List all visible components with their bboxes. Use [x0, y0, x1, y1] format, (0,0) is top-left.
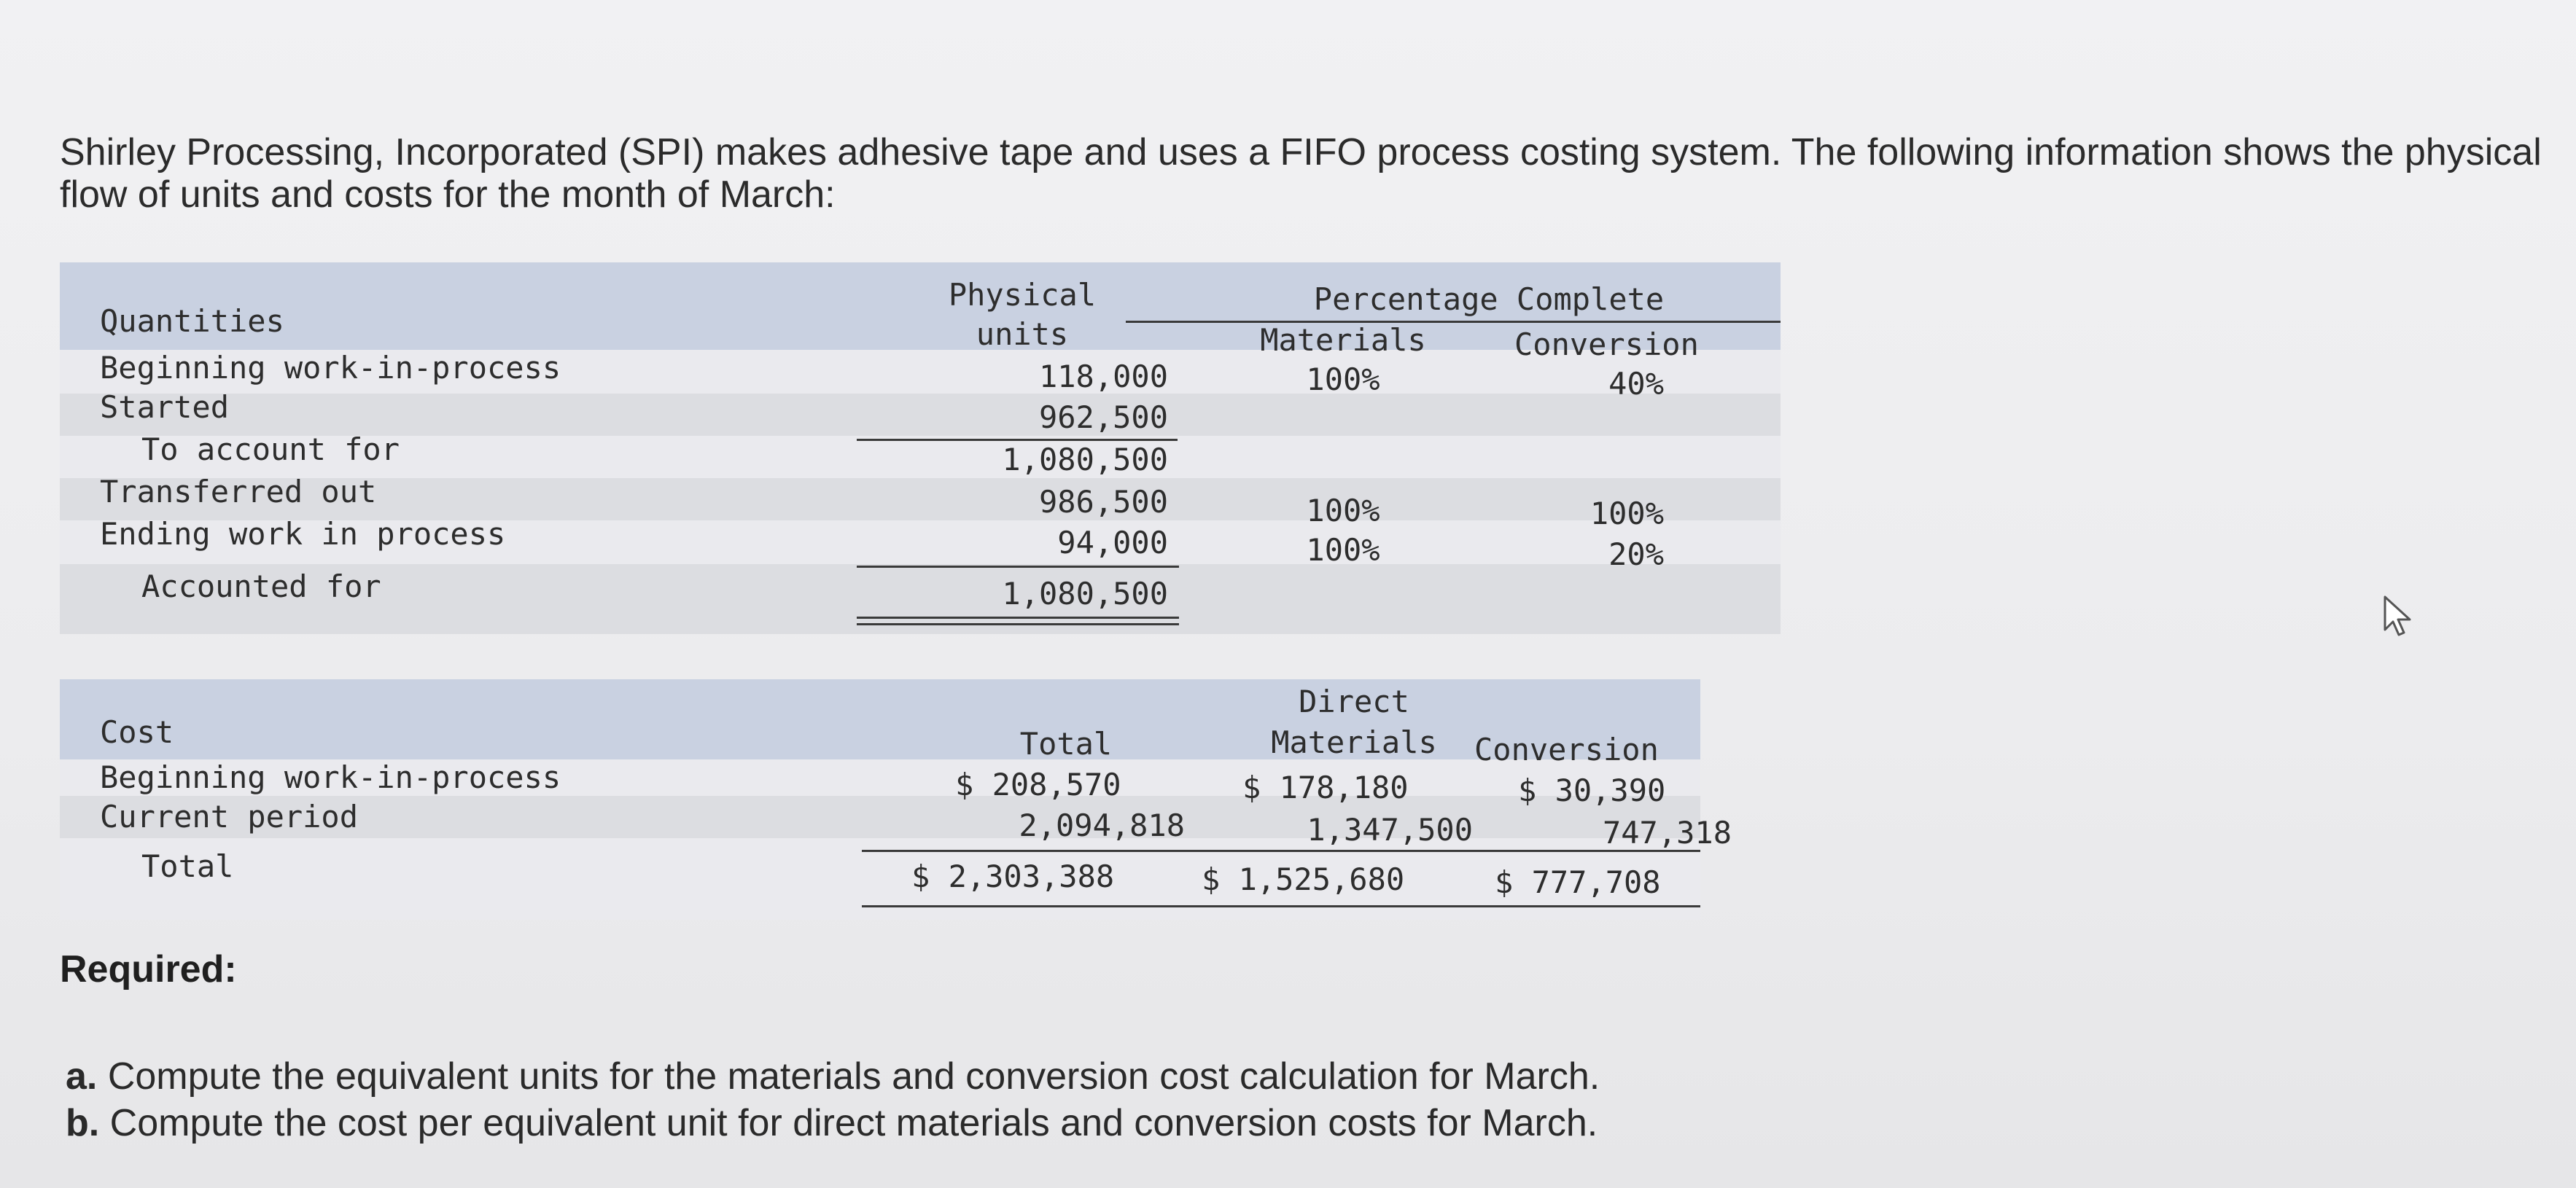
- percentage-complete-header: Percentage Complete: [1313, 281, 1665, 317]
- units-started: 962,500: [1038, 399, 1168, 435]
- row-label-to-account-for: To account for: [141, 431, 400, 467]
- required-item-b: b. Compute the cost per equivalent unit …: [66, 1100, 1600, 1146]
- conversion-pct-ending-wip: 20%: [1608, 536, 1664, 572]
- cost-total-total: $ 2,303,388: [911, 859, 1115, 894]
- conversion-pct-transferred-out: 100%: [1589, 496, 1664, 531]
- units-ending-wip: 94,000: [1057, 525, 1168, 560]
- cost-conversion-header: Conversion: [1474, 732, 1659, 767]
- direct-materials-header-line2: Materials: [1271, 724, 1437, 760]
- subtotal-rule-1: [857, 439, 1178, 441]
- subtotal-rule-2: [857, 566, 1179, 568]
- item-b-marker: b.: [66, 1102, 100, 1144]
- physical-units-header-line2: units: [976, 316, 1069, 352]
- total-double-rule-1: [857, 617, 1179, 625]
- cost-materials-beginning-wip: $ 178,180: [1242, 770, 1409, 805]
- units-beginning-wip: 118,000: [1038, 359, 1168, 394]
- problem-intro: Shirley Processing, Incorporated (SPI) m…: [60, 131, 2542, 216]
- cost-label-total: Total: [141, 848, 234, 884]
- materials-pct-transferred-out: 100%: [1306, 493, 1380, 528]
- units-to-account-for: 1,080,500: [1002, 442, 1168, 477]
- materials-pct-ending-wip: 100%: [1306, 532, 1380, 568]
- cost-header-band: [60, 679, 1700, 759]
- row-label-transferred-out: Transferred out: [100, 474, 377, 509]
- percentage-complete-underline: [1126, 321, 1781, 323]
- item-a-marker: a.: [66, 1055, 98, 1098]
- required-item-a: a. Compute the equivalent units for the …: [66, 1053, 1600, 1100]
- cost-heading: Cost: [100, 714, 174, 750]
- units-transferred-out: 986,500: [1038, 484, 1168, 520]
- materials-pct-beginning-wip: 100%: [1306, 362, 1380, 397]
- conversion-pct-beginning-wip: 40%: [1608, 366, 1664, 402]
- cost-label-current-period: Current period: [100, 799, 359, 835]
- required-items: a. Compute the equivalent units for the …: [66, 1053, 1600, 1146]
- row-label-started: Started: [100, 389, 230, 425]
- total-header: Total: [1019, 726, 1113, 762]
- cost-label-beginning-wip: Beginning work-in-process: [100, 759, 561, 795]
- mouse-cursor-icon: [2384, 595, 2411, 636]
- cost-total-beginning-wip: $ 208,570: [955, 767, 1121, 802]
- quantities-header-band: [60, 262, 1781, 350]
- row-label-ending-wip: Ending work in process: [100, 516, 506, 552]
- row-label-beginning-wip: Beginning work-in-process: [100, 350, 561, 386]
- direct-materials-header-line1: Direct: [1299, 684, 1409, 719]
- physical-units-header-line1: Physical: [948, 277, 1097, 313]
- cost-total-rule: [862, 905, 1700, 907]
- materials-header: Materials: [1260, 322, 1426, 358]
- row-label-accounted-for: Accounted for: [141, 568, 381, 604]
- cost-materials-total: $ 1,525,680: [1202, 861, 1405, 897]
- cost-subtotal-rule: [862, 850, 1700, 852]
- units-accounted-for: 1,080,500: [1002, 576, 1168, 611]
- cost-conversion-total: $ 777,708: [1495, 864, 1661, 900]
- cost-conversion-beginning-wip: $ 30,390: [1518, 773, 1666, 808]
- item-b-text: Compute the cost per equivalent unit for…: [109, 1102, 1598, 1144]
- quantities-table: Quantities Physical units Percentage Com…: [60, 262, 1781, 634]
- item-a-text: Compute the equivalent units for the mat…: [107, 1055, 1600, 1098]
- cost-conversion-current-period: 747,318: [1602, 815, 1732, 851]
- cost-table: Cost Total Direct Materials Conversion B…: [60, 679, 1732, 920]
- cost-materials-current-period: 1,347,500: [1307, 812, 1473, 848]
- quantities-heading: Quantities: [100, 303, 284, 339]
- conversion-header: Conversion: [1514, 327, 1699, 362]
- required-heading: Required:: [60, 948, 237, 990]
- cost-total-current-period: 2,094,818: [1019, 808, 1185, 843]
